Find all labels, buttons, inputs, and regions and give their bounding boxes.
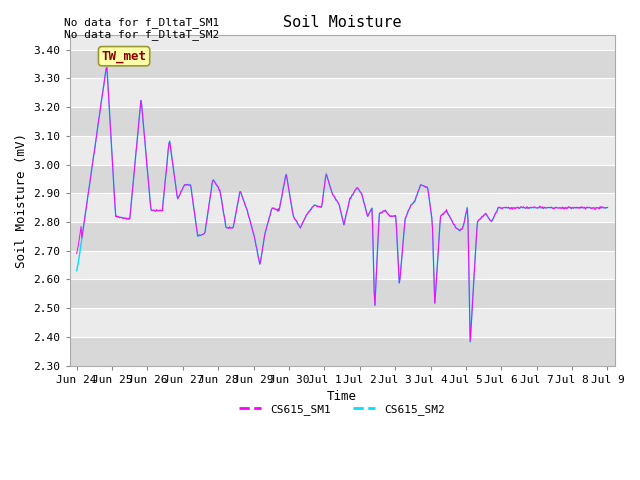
Title: Soil Moisture: Soil Moisture	[283, 15, 401, 30]
Bar	[70, 50, 614, 78]
Text: No data for f_DltaT_SM1: No data for f_DltaT_SM1	[64, 17, 220, 28]
Bar	[70, 222, 614, 251]
Bar	[70, 136, 614, 165]
Legend: CS615_SM1, CS615_SM2: CS615_SM1, CS615_SM2	[235, 400, 449, 420]
Bar	[70, 78, 614, 107]
Bar	[70, 279, 614, 308]
Bar	[70, 193, 614, 222]
Bar	[70, 165, 614, 193]
Bar	[70, 337, 614, 366]
Y-axis label: Soil Moisture (mV): Soil Moisture (mV)	[15, 133, 28, 268]
Bar	[70, 107, 614, 136]
Text: No data for f_DltaT_SM2: No data for f_DltaT_SM2	[64, 29, 220, 40]
Bar	[70, 308, 614, 337]
X-axis label: Time: Time	[327, 390, 357, 403]
Bar	[70, 251, 614, 279]
Text: TW_met: TW_met	[102, 50, 147, 63]
Bar	[70, 36, 614, 50]
